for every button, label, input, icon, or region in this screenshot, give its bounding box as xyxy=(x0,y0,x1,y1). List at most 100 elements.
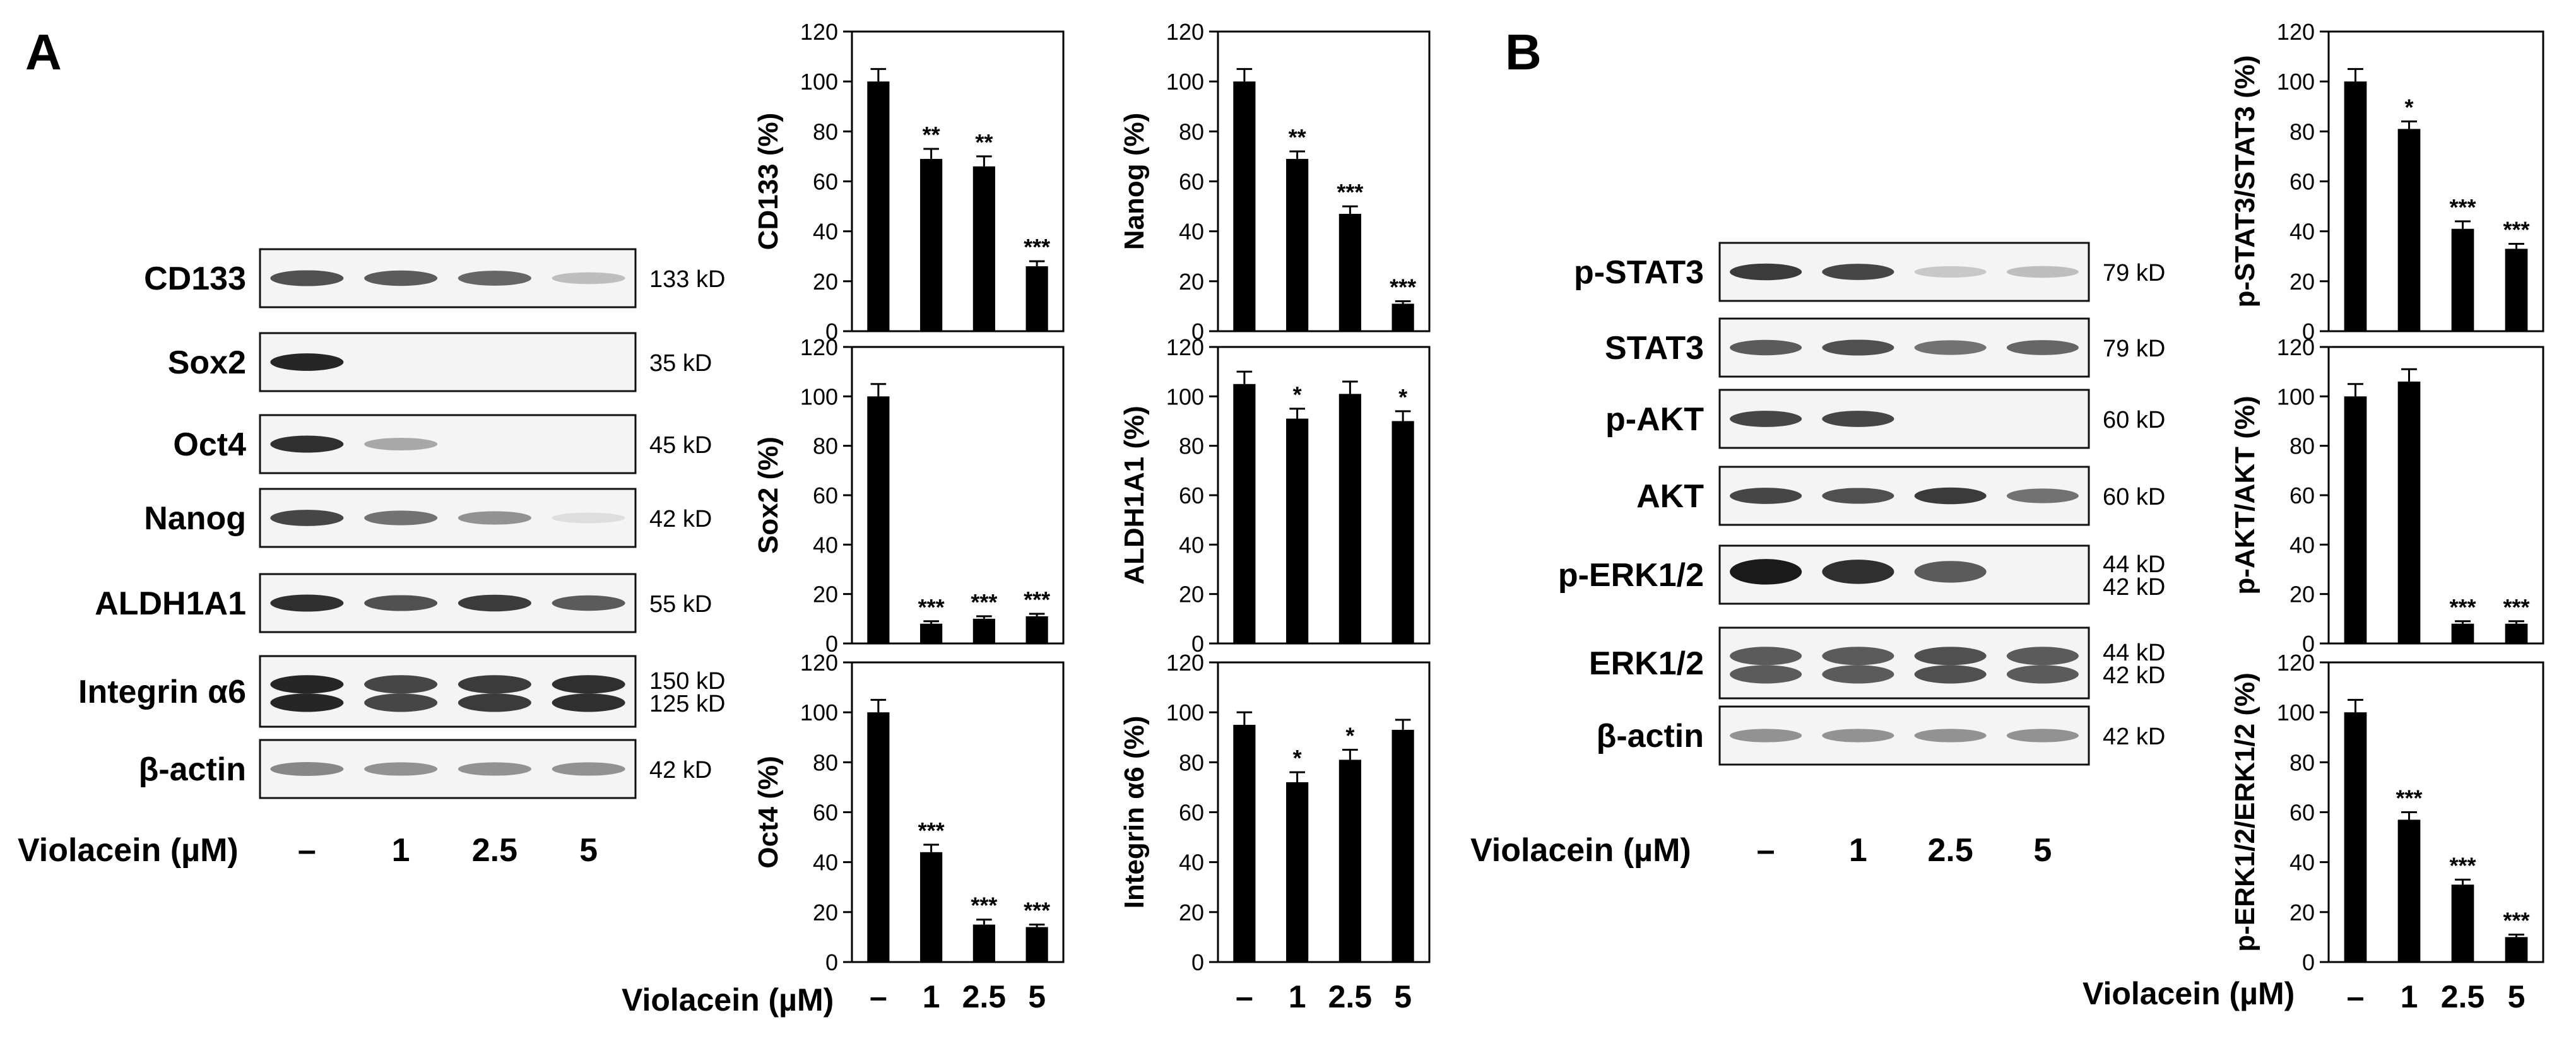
significance-mark: *** xyxy=(2449,852,2476,878)
blot-row-label: p-STAT3 xyxy=(1574,254,1704,291)
blot-band xyxy=(2006,488,2079,503)
blot-size-label: 44 kD xyxy=(2103,640,2165,666)
bar xyxy=(1286,158,1309,331)
blot-band xyxy=(2006,266,2079,278)
blot-band xyxy=(1822,647,1894,666)
bar xyxy=(1233,724,1256,962)
y-tick-label: 120 xyxy=(800,650,838,676)
x-tick-label: 1 xyxy=(923,979,940,1014)
y-tick-label: 120 xyxy=(800,19,838,45)
blot-size-label: 42 kD xyxy=(649,506,712,532)
y-tick-label: 120 xyxy=(800,334,838,360)
blot-row-label: β-actin xyxy=(139,751,246,788)
significance-mark: ** xyxy=(975,129,993,155)
bar xyxy=(2505,623,2528,643)
blot-band xyxy=(1822,264,1894,280)
bar xyxy=(1025,927,1048,962)
blot-band xyxy=(364,510,438,525)
y-tick-label: 100 xyxy=(2277,700,2315,725)
blot-band xyxy=(364,595,438,611)
y-tick-label: 100 xyxy=(800,69,838,95)
significance-mark: *** xyxy=(2503,594,2529,620)
blot-band xyxy=(1914,647,1987,666)
bar xyxy=(2397,129,2421,331)
y-tick-label: 40 xyxy=(813,850,838,876)
y-tick-label: 20 xyxy=(1179,582,1204,608)
y-tick-label: 40 xyxy=(1179,219,1204,245)
significance-mark: * xyxy=(1345,723,1354,749)
blot-row-label: Integrin α6 xyxy=(78,674,246,710)
western-blot-a: CD133 133 kD Sox2 35 kD Oct4 45 kD Nanog 42 kD A… xyxy=(18,248,725,869)
blot-size-label: 42 kD xyxy=(2103,574,2165,601)
blot-size-label: 35 kD xyxy=(649,350,712,377)
y-tick-label: 80 xyxy=(1179,749,1204,775)
blot-size-label: 125 kD xyxy=(649,691,725,717)
blot-size-label: 55 kD xyxy=(649,591,712,618)
y-axis-label: p-STAT3/STAT3 (%) xyxy=(2230,55,2260,307)
y-tick-label: 60 xyxy=(2289,800,2315,826)
blot-size-label: 42 kD xyxy=(2103,662,2165,689)
blot-size-label: 45 kD xyxy=(649,432,712,459)
bar xyxy=(867,396,890,643)
bar xyxy=(972,924,995,962)
y-tick-label: 20 xyxy=(2289,900,2315,925)
dose-label: 1 xyxy=(392,832,410,869)
bar xyxy=(867,712,890,962)
bar xyxy=(1391,421,1414,643)
blot-band xyxy=(1730,263,1802,281)
blot-band xyxy=(458,511,531,525)
x-tick-label: 2.5 xyxy=(2441,979,2485,1014)
blot-row-label: CD133 xyxy=(144,261,246,297)
y-tick-label: 20 xyxy=(1179,900,1204,925)
dose-label: – xyxy=(298,832,316,869)
y-tick-label: 40 xyxy=(1179,850,1204,876)
y-tick-label: 60 xyxy=(2289,169,2315,195)
blot-band xyxy=(1822,560,1894,584)
bar xyxy=(2505,937,2528,962)
blot-band xyxy=(364,438,438,450)
blot-band xyxy=(1730,488,1802,504)
blot-band xyxy=(1914,266,1987,278)
y-tick-label: 80 xyxy=(2289,749,2315,775)
panel-label-a: A xyxy=(25,24,62,80)
bar xyxy=(2344,81,2367,331)
blot-row-label: Oct4 xyxy=(173,426,246,463)
significance-mark: *** xyxy=(1024,587,1050,613)
y-tick-label: 100 xyxy=(1166,69,1204,95)
y-axis-label: ALDH1A1 (%) xyxy=(1119,406,1150,585)
bar xyxy=(920,158,943,331)
western-blot-b: p-STAT3 79 kD STAT3 79 kD p-AKT 60 kD AKT 60 kD… xyxy=(1470,242,2165,869)
x-tick-label: 1 xyxy=(2401,979,2418,1014)
bar-chart: 0 20 40 60 80 100 120 *** *** *** Sox2 (%) xyxy=(753,334,1065,657)
blot-size-label: 150 kD xyxy=(649,668,725,695)
blot-band xyxy=(270,762,344,776)
y-tick-label: 0 xyxy=(1191,949,1204,975)
blot-size-label: 42 kD xyxy=(2103,724,2165,750)
bar xyxy=(1233,81,1256,331)
y-tick-label: 60 xyxy=(1179,483,1204,508)
y-tick-label: 60 xyxy=(1179,800,1204,826)
blot-band xyxy=(1822,729,1894,743)
significance-mark: ** xyxy=(1289,124,1306,150)
bar xyxy=(2451,884,2474,962)
blot-band xyxy=(458,271,531,286)
y-tick-label: 0 xyxy=(825,949,838,975)
bar-chart: 0 20 40 60 80 100 120 – *** 1 *** 2.5 *** 5 p-ERK1/2/E… xyxy=(2230,650,2544,1014)
y-tick-label: 80 xyxy=(2289,433,2315,459)
bar xyxy=(1338,394,1361,643)
blot-band xyxy=(2006,340,2079,355)
blot-row-label: Nanog xyxy=(144,500,246,537)
bar xyxy=(972,618,995,643)
y-tick-label: 20 xyxy=(1179,269,1204,295)
significance-mark: *** xyxy=(918,594,945,620)
significance-mark: *** xyxy=(2396,785,2422,811)
bar xyxy=(1286,782,1309,962)
blot-band xyxy=(1730,339,1802,356)
blot-band xyxy=(270,594,344,612)
blot-band xyxy=(552,693,625,712)
blot-band xyxy=(364,675,438,694)
blot-band xyxy=(552,595,625,611)
bar xyxy=(1233,384,1256,643)
